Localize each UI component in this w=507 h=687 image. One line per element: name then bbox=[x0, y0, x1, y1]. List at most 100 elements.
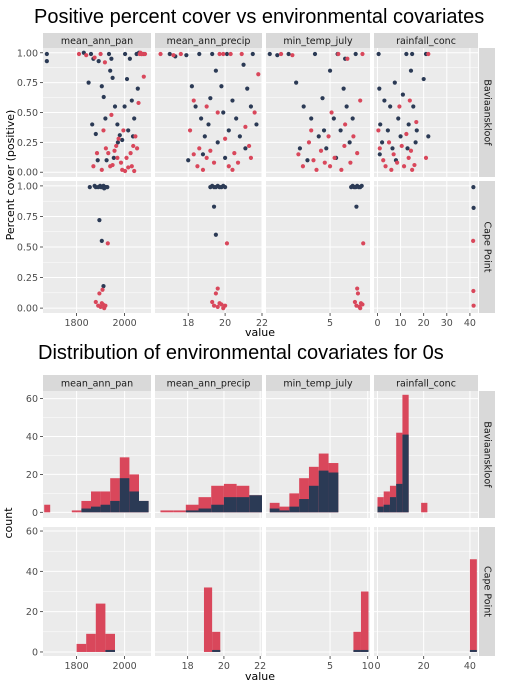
data-point-red bbox=[223, 303, 228, 308]
data-point-navy bbox=[221, 110, 226, 115]
data-point-red bbox=[395, 160, 400, 165]
y-tick-label: 1.00 bbox=[17, 181, 38, 192]
data-point-navy bbox=[377, 152, 382, 157]
data-point-red bbox=[345, 56, 350, 61]
data-point-navy bbox=[392, 80, 397, 85]
histogram-bar-red bbox=[198, 497, 212, 513]
data-point-navy bbox=[95, 158, 100, 163]
data-point-navy bbox=[294, 80, 299, 85]
data-point-navy bbox=[96, 59, 101, 64]
data-point-navy bbox=[109, 56, 114, 61]
histogram-bar-navy bbox=[377, 506, 384, 513]
histogram-bar-navy bbox=[389, 497, 397, 513]
data-point-navy bbox=[99, 238, 104, 243]
facet-strip bbox=[479, 391, 495, 518]
data-point-red bbox=[327, 164, 333, 169]
data-point-navy bbox=[122, 51, 128, 57]
x-tick-label: 20 bbox=[218, 661, 230, 672]
data-point-red bbox=[178, 51, 183, 57]
data-point-red bbox=[99, 167, 104, 172]
data-point-red bbox=[226, 164, 231, 169]
histogram-bar-navy bbox=[129, 491, 139, 513]
x-tick-label: 0 bbox=[374, 661, 380, 672]
histogram-bar-navy bbox=[100, 504, 111, 513]
histogram-bar-navy bbox=[139, 500, 149, 513]
data-point-navy bbox=[199, 116, 204, 121]
data-point-navy bbox=[359, 183, 364, 188]
data-point-red bbox=[208, 148, 213, 153]
data-point-red bbox=[126, 165, 131, 170]
data-point-red bbox=[133, 134, 138, 139]
data-point-navy bbox=[410, 51, 415, 57]
facet-strip bbox=[479, 48, 495, 177]
data-point-red bbox=[408, 148, 414, 153]
histogram-bar-navy bbox=[236, 497, 250, 513]
data-point-red bbox=[332, 155, 337, 160]
facet-strip bbox=[374, 375, 478, 391]
data-point-navy bbox=[286, 51, 291, 57]
histogram-bar-navy bbox=[469, 649, 477, 652]
data-point-navy bbox=[413, 140, 418, 145]
x-tick-label: 5 bbox=[327, 318, 333, 329]
data-point-red bbox=[158, 51, 163, 57]
data-point-red bbox=[360, 51, 365, 57]
data-point-red bbox=[230, 167, 235, 172]
data-point-navy bbox=[376, 51, 381, 57]
data-point-red bbox=[129, 164, 134, 169]
data-point-navy bbox=[110, 75, 115, 80]
x-tick-label: 22 bbox=[256, 318, 268, 329]
data-point-red bbox=[109, 112, 114, 117]
data-point-red bbox=[352, 299, 358, 305]
data-point-navy bbox=[316, 134, 321, 139]
histogram-bar-navy bbox=[383, 504, 390, 513]
data-point-red bbox=[322, 160, 327, 165]
data-point-navy bbox=[327, 68, 333, 73]
histogram-bar-red bbox=[396, 432, 403, 513]
data-point-navy bbox=[471, 185, 476, 190]
data-point-navy bbox=[127, 56, 132, 61]
y-tick-label: 0.50 bbox=[17, 243, 38, 254]
x-tick-label: 40 bbox=[464, 318, 476, 329]
data-point-red bbox=[377, 146, 382, 151]
data-point-navy bbox=[321, 128, 327, 133]
x-tick-label: 1800 bbox=[65, 318, 89, 329]
data-point-navy bbox=[223, 155, 228, 160]
data-point-red bbox=[355, 291, 361, 296]
data-point-navy bbox=[344, 104, 349, 109]
data-point-red bbox=[200, 167, 206, 172]
data-point-red bbox=[76, 51, 82, 57]
data-point-navy bbox=[471, 205, 476, 210]
histogram-bar-navy bbox=[185, 510, 199, 513]
data-point-navy bbox=[406, 122, 411, 127]
histogram-bar-red bbox=[173, 510, 186, 513]
data-point-navy bbox=[301, 104, 306, 109]
data-point-navy bbox=[189, 84, 194, 89]
facet-label-mean-ann-pan: mean_ann_pan bbox=[61, 36, 133, 47]
data-point-navy bbox=[124, 76, 130, 82]
data-point-navy bbox=[378, 122, 383, 127]
data-point-navy bbox=[93, 131, 98, 137]
data-point-red bbox=[195, 164, 200, 169]
data-point-red bbox=[197, 146, 202, 151]
data-point-red bbox=[239, 51, 244, 57]
data-point-red bbox=[105, 241, 110, 246]
data-point-red bbox=[223, 136, 228, 141]
data-point-navy bbox=[208, 96, 213, 101]
y-tick-label: 0.00 bbox=[17, 304, 38, 315]
data-point-navy bbox=[101, 284, 106, 289]
facet-label-rainfall-conc: rainfall_conc bbox=[396, 379, 456, 390]
data-point-red bbox=[423, 155, 429, 160]
data-point-red bbox=[101, 128, 106, 133]
histogram-bar-navy bbox=[110, 500, 120, 513]
data-point-navy bbox=[129, 98, 134, 103]
data-point-navy bbox=[347, 140, 352, 145]
data-point-red bbox=[211, 160, 217, 165]
histogram-bar-red bbox=[160, 510, 174, 513]
histogram-bar-navy bbox=[289, 506, 300, 513]
histogram-bar-navy bbox=[198, 508, 212, 513]
data-point-red bbox=[116, 136, 121, 141]
data-point-navy bbox=[414, 128, 419, 133]
data-point-red bbox=[471, 238, 476, 243]
